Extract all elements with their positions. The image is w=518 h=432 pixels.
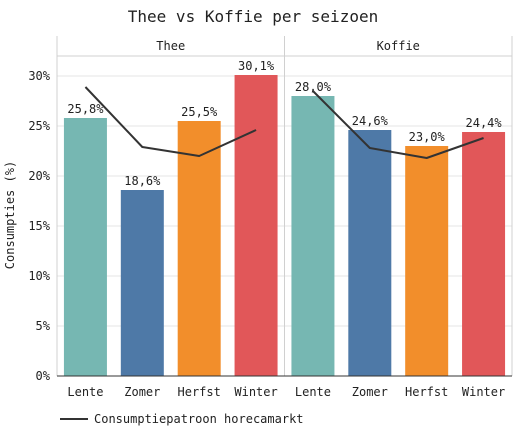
data-label: 23,0% [409,130,446,144]
legend: Consumptiepatroon horecamarkt [60,412,304,426]
bar [291,96,335,376]
data-label: 24,6% [352,114,389,128]
bar [120,190,164,376]
x-tick-label: Zomer [124,385,160,399]
bar [63,118,107,376]
y-tick-label: 25% [28,119,50,133]
data-label: 25,8% [67,102,104,116]
panel-label: Koffie [377,39,420,53]
y-tick-label: 0% [36,369,51,383]
x-tick-label: Herfst [405,385,448,399]
bar [405,146,449,376]
bar [348,130,392,376]
data-label: 25,5% [181,105,218,119]
x-tick-label: Lente [67,385,103,399]
legend-label: Consumptiepatroon horecamarkt [94,412,304,426]
y-axis-label: Consumpties (%) [3,161,17,269]
x-tick-label: Lente [295,385,331,399]
data-label: 18,6% [124,174,161,188]
x-tick-label: Zomer [352,385,388,399]
chart-title: Thee vs Koffie per seizoen [128,7,378,26]
data-label: 24,4% [466,116,503,130]
x-tick-label: Winter [462,385,505,399]
y-tick-label: 10% [28,269,50,283]
bar [234,75,278,376]
data-label: 30,1% [238,59,275,73]
x-tick-label: Winter [234,385,277,399]
panel-label: Thee [156,39,185,53]
y-tick-label: 15% [28,219,50,233]
bar [462,132,506,376]
x-tick-label: Herfst [178,385,221,399]
y-tick-label: 30% [28,69,50,83]
y-tick-label: 5% [36,319,51,333]
y-tick-label: 20% [28,169,50,183]
plot-area: 0% 5% 10% 15% 20% 25% 30% Thee 25,8% Lente 18,6% Zo… [28,36,513,399]
series-line [312,90,484,159]
data-label: 28,0% [295,80,332,94]
series-line [84,86,257,157]
bar [177,121,221,376]
